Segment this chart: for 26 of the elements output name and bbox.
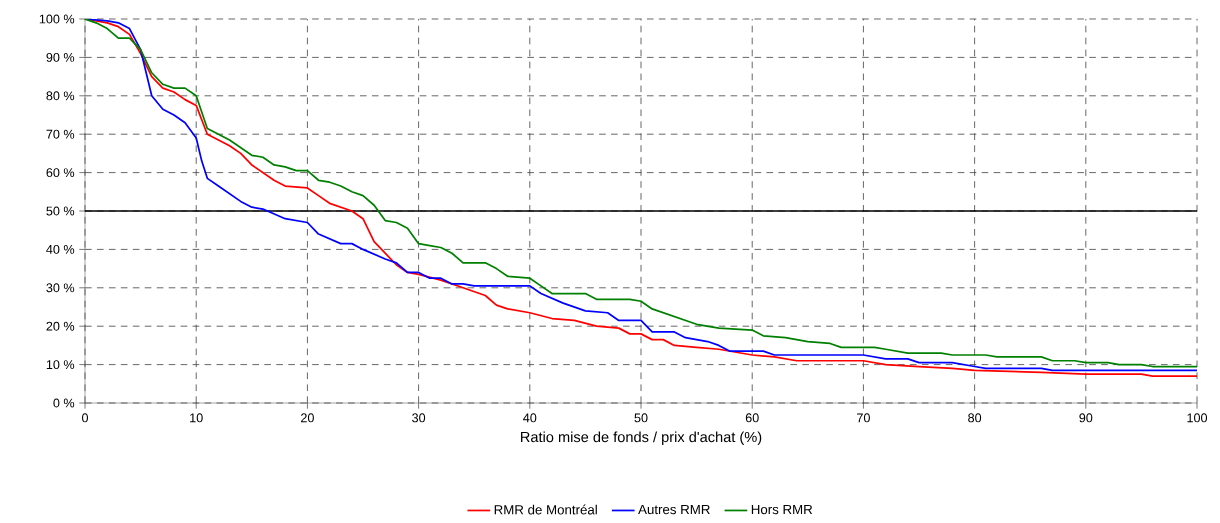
y-tick-label: 70 % xyxy=(46,129,75,139)
x-tick-label: 10 xyxy=(190,413,203,423)
legend-label: Hors RMR xyxy=(751,504,813,515)
y-tick-label: 90 % xyxy=(46,52,75,62)
x-tick-label: 80 xyxy=(968,413,982,423)
x-tick-label: 100 xyxy=(1187,413,1208,423)
y-tick-label: 40 % xyxy=(46,244,75,254)
y-tick-label: 50 % xyxy=(46,206,75,216)
x-tick-label: 90 xyxy=(1079,413,1093,423)
x-tick-label: 30 xyxy=(412,413,426,423)
y-tick-label: 30 % xyxy=(46,283,75,293)
y-tick-label: 60 % xyxy=(46,168,75,178)
y-tick-label: 100 % xyxy=(39,14,75,24)
legend-label: RMR de Montréal xyxy=(494,504,597,515)
x-tick-label: 20 xyxy=(301,413,314,423)
y-tick-label: 80 % xyxy=(46,91,75,101)
y-tick-label: 20 % xyxy=(46,321,75,331)
x-tick-label: 40 xyxy=(523,413,537,423)
x-tick-label: 0 xyxy=(81,413,89,423)
y-tick-label: 10 % xyxy=(46,360,75,370)
y-tick-label: 0 % xyxy=(53,398,75,408)
x-tick-label: 70 xyxy=(857,413,870,423)
x-tick-label: 50 xyxy=(634,413,648,423)
legend-label: Autres RMR xyxy=(638,504,710,515)
x-axis-title: Ratio mise de fonds / prix d'achat (%) xyxy=(521,431,762,446)
x-tick-label: 60 xyxy=(745,413,759,423)
